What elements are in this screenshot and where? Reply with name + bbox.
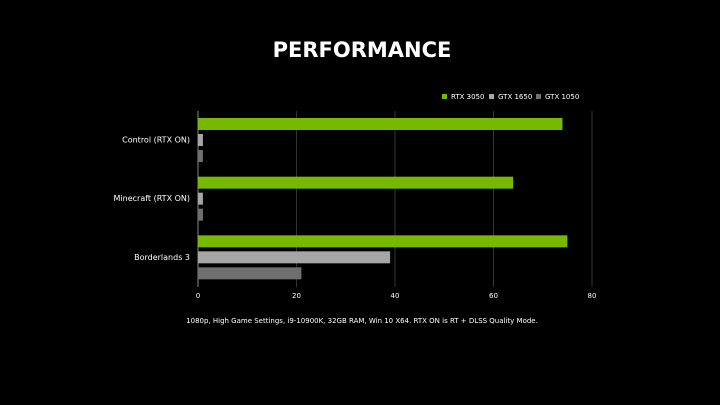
x-tick-label: 0 [196,292,200,300]
bar [198,192,203,205]
x-tick-label: 80 [588,292,597,300]
bar [198,235,568,248]
legend-label: GTX 1650 [498,93,532,101]
bar [198,134,203,146]
x-tick-label: 40 [391,292,400,300]
legend-swatch [442,94,447,99]
legend-label: GTX 1050 [545,93,579,101]
legend-swatch [536,94,541,99]
chart-title: PERFORMANCE [273,38,452,62]
bar [198,267,302,280]
legend-swatch [489,94,494,99]
bar [198,251,391,264]
bar [198,118,563,130]
y-tick-label: Control (RTX ON) [122,136,190,145]
y-tick-label: Minecraft (RTX ON) [114,194,190,203]
footnote: 1080p, High Game Settings, i9-10900K, 32… [186,317,538,325]
legend-label: RTX 3050 [451,93,484,101]
x-tick-label: 60 [489,292,498,300]
y-tick-label: Borderlands 3 [134,253,190,262]
bar [198,176,514,189]
bar [198,150,203,162]
bar [198,208,203,221]
x-tick-label: 20 [292,292,301,300]
